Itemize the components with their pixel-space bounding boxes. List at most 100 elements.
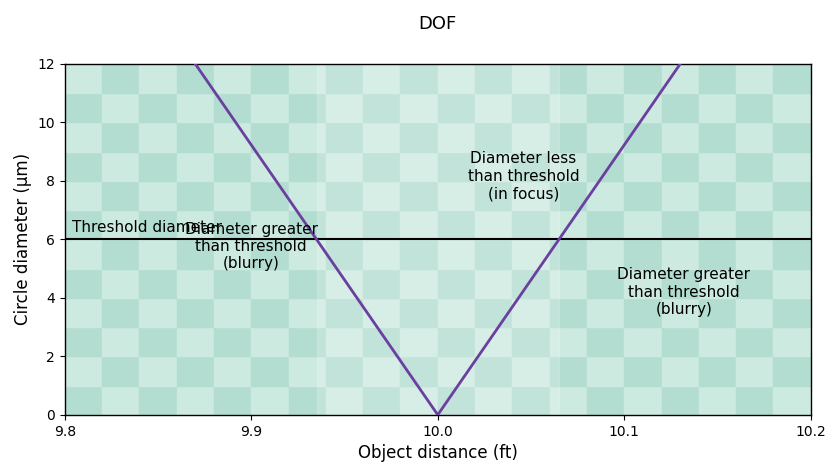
Bar — [587, 298, 624, 327]
Bar — [662, 93, 699, 122]
Bar — [251, 210, 289, 239]
Bar — [438, 152, 475, 181]
Bar — [289, 298, 326, 327]
Bar — [699, 181, 736, 210]
Bar — [549, 64, 587, 93]
Text: Diameter greater
than threshold
(blurry): Diameter greater than threshold (blurry) — [185, 221, 318, 271]
Bar — [326, 327, 363, 357]
Bar — [326, 239, 363, 268]
Bar — [736, 327, 774, 357]
Bar — [65, 357, 102, 386]
Bar — [326, 181, 363, 210]
Bar — [363, 386, 401, 415]
Bar — [736, 122, 774, 152]
Bar — [65, 239, 102, 268]
Bar — [65, 122, 102, 152]
Bar — [176, 298, 214, 327]
Bar — [736, 93, 774, 122]
Bar — [326, 93, 363, 122]
Bar — [102, 327, 139, 357]
Bar — [512, 64, 549, 93]
Bar — [363, 357, 401, 386]
Bar — [736, 357, 774, 386]
Bar — [65, 93, 102, 122]
Bar — [289, 327, 326, 357]
Bar — [102, 210, 139, 239]
Bar — [512, 210, 549, 239]
Bar — [251, 357, 289, 386]
Bar — [549, 239, 587, 268]
Bar — [176, 268, 214, 298]
Bar — [699, 268, 736, 298]
Bar — [176, 210, 214, 239]
Bar — [65, 181, 102, 210]
Bar — [438, 239, 475, 268]
Bar — [139, 268, 176, 298]
Bar — [65, 268, 102, 298]
Bar — [774, 152, 811, 181]
Text: DOF: DOF — [418, 15, 457, 33]
Bar — [326, 268, 363, 298]
Bar — [139, 152, 176, 181]
Bar — [512, 181, 549, 210]
Bar — [662, 152, 699, 181]
Bar — [401, 152, 438, 181]
Bar — [326, 357, 363, 386]
Bar — [139, 210, 176, 239]
Bar — [214, 93, 251, 122]
Bar — [363, 181, 401, 210]
Bar — [102, 93, 139, 122]
Bar — [326, 386, 363, 415]
Bar — [251, 268, 289, 298]
Bar — [624, 386, 662, 415]
Bar — [774, 93, 811, 122]
Bar — [102, 268, 139, 298]
Bar — [102, 152, 139, 181]
Bar — [102, 298, 139, 327]
Bar — [176, 386, 214, 415]
Bar — [401, 357, 438, 386]
Bar — [662, 210, 699, 239]
Bar — [438, 93, 475, 122]
Bar — [139, 64, 176, 93]
Bar — [624, 93, 662, 122]
Bar — [251, 152, 289, 181]
Bar — [587, 239, 624, 268]
Bar — [214, 122, 251, 152]
Bar — [624, 64, 662, 93]
Bar — [363, 93, 401, 122]
Bar — [363, 122, 401, 152]
Bar — [401, 64, 438, 93]
Bar — [401, 93, 438, 122]
Bar — [549, 122, 587, 152]
Bar — [774, 298, 811, 327]
Bar — [512, 152, 549, 181]
Bar — [624, 152, 662, 181]
Bar — [512, 298, 549, 327]
Bar — [363, 298, 401, 327]
Bar — [139, 122, 176, 152]
Bar — [662, 268, 699, 298]
Bar — [139, 386, 176, 415]
Bar — [214, 152, 251, 181]
Bar — [512, 268, 549, 298]
Bar — [475, 93, 512, 122]
Bar — [139, 239, 176, 268]
Bar — [549, 210, 587, 239]
Bar — [699, 152, 736, 181]
Bar — [736, 268, 774, 298]
Bar — [176, 64, 214, 93]
Bar — [401, 298, 438, 327]
Bar — [475, 122, 512, 152]
Text: Diameter greater
than threshold
(blurry): Diameter greater than threshold (blurry) — [617, 267, 750, 317]
Bar — [662, 386, 699, 415]
Bar — [587, 64, 624, 93]
Bar — [176, 357, 214, 386]
Bar — [624, 298, 662, 327]
Text: Threshold diameter: Threshold diameter — [72, 220, 223, 235]
Bar — [774, 64, 811, 93]
Bar — [736, 298, 774, 327]
Bar — [251, 122, 289, 152]
Bar — [65, 327, 102, 357]
Bar — [662, 357, 699, 386]
